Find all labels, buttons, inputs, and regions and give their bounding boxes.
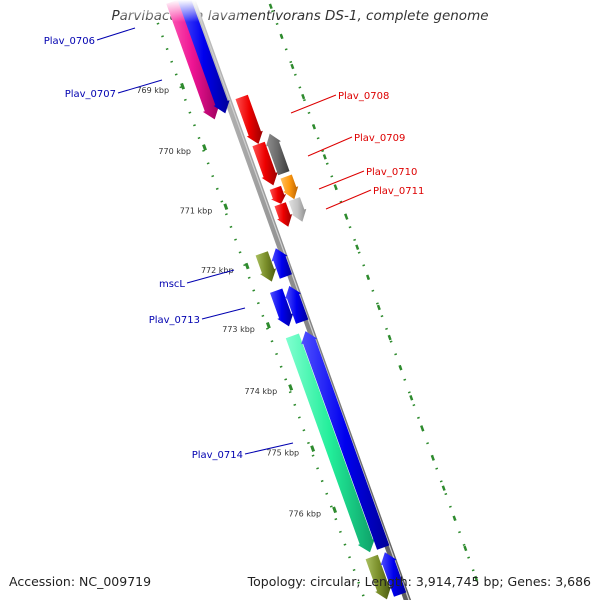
gene-leader-line xyxy=(117,79,163,94)
gene-plav-0710b xyxy=(274,202,293,227)
scale-tick xyxy=(244,262,250,270)
scale-dash-right xyxy=(333,184,338,190)
scale-tick xyxy=(310,445,316,452)
gene-leader-line xyxy=(201,307,246,320)
gene-leader-line xyxy=(96,27,136,41)
scale-tick xyxy=(202,144,207,151)
scale-tick xyxy=(180,82,186,90)
scale-dash-right xyxy=(268,3,273,10)
gene-plav-0713 xyxy=(270,288,294,327)
scale-dash-right xyxy=(355,244,360,250)
scale-dash-right xyxy=(452,515,457,522)
scale-dash-right xyxy=(290,63,295,70)
gene-label-right: Plav_0711 xyxy=(373,186,424,197)
gene-plav-0714 xyxy=(285,333,375,553)
scale-dash-right xyxy=(322,154,327,160)
scale-dash-right xyxy=(366,274,371,281)
gene-mscl-blue xyxy=(271,248,292,279)
gene-leader-line xyxy=(244,442,294,455)
gene-label-left: Plav_0714 xyxy=(192,450,243,461)
scale-tick-label: 776 kbp xyxy=(288,510,321,519)
scale-dash-right xyxy=(463,545,468,552)
scale-dash-right xyxy=(301,93,306,100)
gene-next-olive xyxy=(365,554,392,600)
genome-backbone-highlight xyxy=(192,0,410,600)
scale-dash-right xyxy=(420,425,425,431)
gene-plav-0713b xyxy=(285,285,309,324)
gene-plav-0710 xyxy=(269,185,287,204)
scale-tick-label: 773 kbp xyxy=(222,325,255,334)
gene-leader-line xyxy=(325,189,372,210)
gene-plav-0708 xyxy=(235,94,263,144)
scale-tick xyxy=(288,384,294,391)
gene-plav-0714-blue xyxy=(301,331,390,550)
gene-label-left: Plav_0706 xyxy=(44,36,95,47)
gene-leader-line xyxy=(290,94,337,114)
scale-guide-left xyxy=(156,22,367,600)
gene-mscl xyxy=(255,251,277,282)
scale-dash-right xyxy=(409,395,414,401)
scale-tick xyxy=(223,203,229,211)
gene-plav-0711b xyxy=(288,197,307,222)
gene-plav-0711 xyxy=(280,174,299,200)
genome-summary-text: Topology: circular; Length: 3,914,745 bp… xyxy=(247,574,591,589)
scale-dash-right xyxy=(387,334,392,341)
scale-tick xyxy=(332,506,338,514)
scale-dash-right xyxy=(474,575,479,582)
gene-plav-0706-pink xyxy=(166,0,219,120)
scale-dash-right xyxy=(279,33,284,40)
gene-label-left: Plav_0707 xyxy=(65,89,116,100)
scale-tick-label: 772 kbp xyxy=(201,266,234,275)
gene-label-right: Plav_0710 xyxy=(366,167,417,178)
scale-tick-label: 775 kbp xyxy=(267,448,300,457)
top-fade xyxy=(120,0,240,22)
scale-tick-label: 770 kbp xyxy=(158,147,191,156)
gene-plav-0708b xyxy=(252,141,278,186)
gene-next-blue xyxy=(380,552,407,597)
gene-leader-line xyxy=(307,136,353,157)
scale-tick xyxy=(265,321,271,329)
scale-dash-right xyxy=(376,304,381,311)
scale-tick-label: 771 kbp xyxy=(180,207,213,216)
scale-dash-right xyxy=(311,123,317,130)
gene-label-right: Plav_0709 xyxy=(354,133,405,144)
gene-label-left: Plav_0713 xyxy=(149,315,200,326)
scale-dash-right xyxy=(441,485,446,491)
accession-text: Accession: NC_009719 xyxy=(9,574,152,589)
gene-plav-0707-blue xyxy=(177,0,230,114)
scale-dash-right xyxy=(398,364,403,371)
gene-label-right: Plav_0708 xyxy=(338,91,389,102)
scale-dash-right xyxy=(344,214,349,220)
scale-dash-right xyxy=(430,455,435,461)
gene-label-left: mscL xyxy=(159,279,185,290)
gene-leader-line xyxy=(318,170,365,190)
gene-plav-0709 xyxy=(265,133,290,176)
scale-tick-label: 769 kbp xyxy=(136,86,169,95)
gene-leader-line xyxy=(186,269,235,284)
scale-tick-label: 774 kbp xyxy=(245,387,278,396)
